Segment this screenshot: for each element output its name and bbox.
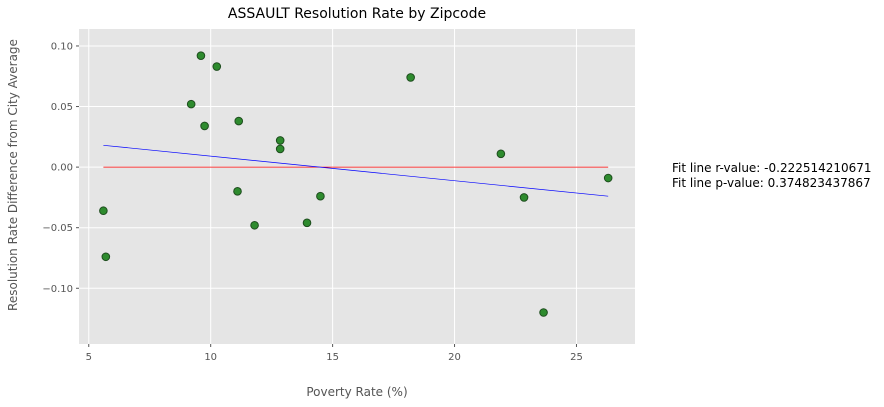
data-point (539, 308, 548, 317)
data-point (234, 116, 244, 126)
fit-annotation: Fit line r-value: -0.222514210671 Fit lin… (672, 161, 872, 191)
data-point (275, 136, 285, 145)
x-tick-label: 5 (86, 352, 92, 363)
y-axis-label: Resolution Rate Difference from City Ave… (6, 39, 20, 311)
y-tick-label: −0.10 (42, 284, 73, 295)
fit-p-value: Fit line p-value: 0.374823437867 (672, 176, 871, 190)
data-point (212, 62, 222, 71)
y-tick-label: 0.00 (51, 163, 73, 174)
x-tick-label: 15 (326, 352, 339, 363)
y-tick-label: −0.05 (42, 223, 73, 234)
x-axis-label: Poverty Rate (%) (306, 385, 407, 399)
y-tick-label: 0.10 (51, 41, 73, 52)
data-point (519, 193, 529, 202)
data-point (233, 187, 242, 196)
fit-r-value: Fit line r-value: -0.222514210671 (672, 161, 872, 175)
data-point (496, 149, 506, 159)
grid (79, 29, 635, 344)
tick-labels: 5 10 15 20 25 −0.10 −0.05 0.00 0.05 0.10 (42, 41, 582, 363)
data-point (186, 99, 196, 109)
fit-line (103, 144, 609, 197)
data-point (406, 73, 415, 82)
data-point (101, 252, 111, 262)
reference-lines (103, 144, 609, 197)
x-tick-label: 25 (570, 352, 583, 363)
chart-title: ASSAULT Resolution Rate by Zipcode (228, 6, 486, 22)
data-point (302, 218, 312, 228)
plot-area (79, 29, 635, 344)
data-point (316, 191, 325, 201)
x-tick-label: 10 (204, 352, 217, 363)
data-point (99, 206, 108, 216)
data-points (99, 51, 613, 317)
data-point (200, 121, 209, 131)
data-point (196, 51, 206, 60)
x-tick-label: 20 (448, 352, 461, 363)
y-tick-label: 0.05 (51, 102, 73, 113)
data-point (275, 144, 285, 154)
data-point (250, 220, 259, 230)
data-point (603, 173, 613, 183)
